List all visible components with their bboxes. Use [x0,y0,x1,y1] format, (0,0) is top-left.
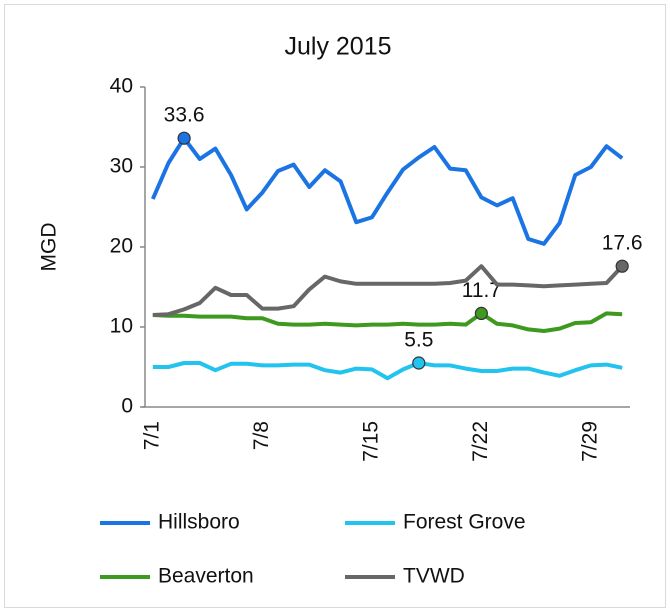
x-tick-label: 7/22 [469,421,492,462]
x-tick-label: 7/8 [250,421,273,450]
series-line [152,264,624,317]
data-label: 17.6 [602,232,643,255]
legend-label: Hillsboro [158,511,240,534]
labeled-point [615,259,629,273]
x-tick-label: 7/29 [578,421,601,462]
data-label: 33.6 [164,104,205,127]
y-tick-label: 10 [110,315,133,338]
series-line [152,361,623,381]
legend-label: TVWD [403,565,465,588]
legend-label: Forest Grove [403,511,526,534]
labeled-point [412,356,426,370]
data-label: 11.7 [462,279,501,302]
labeled-point [177,131,191,145]
x-tick-label: 7/15 [359,421,382,462]
x-tick-label: 7/1 [140,421,163,450]
y-tick-label: 20 [110,235,133,258]
y-axis-label: MGD [38,223,61,272]
labeled-point [474,306,488,320]
legend-label: Beaverton [158,565,254,588]
y-tick-label: 40 [110,75,133,98]
chart-frame [4,4,666,608]
chart-title: July 2015 [284,33,391,61]
data-label: 5.5 [404,329,433,352]
series-line [152,311,623,333]
y-tick-label: 30 [110,155,133,178]
series-line [150,136,624,246]
y-tick-label: 0 [121,395,133,418]
